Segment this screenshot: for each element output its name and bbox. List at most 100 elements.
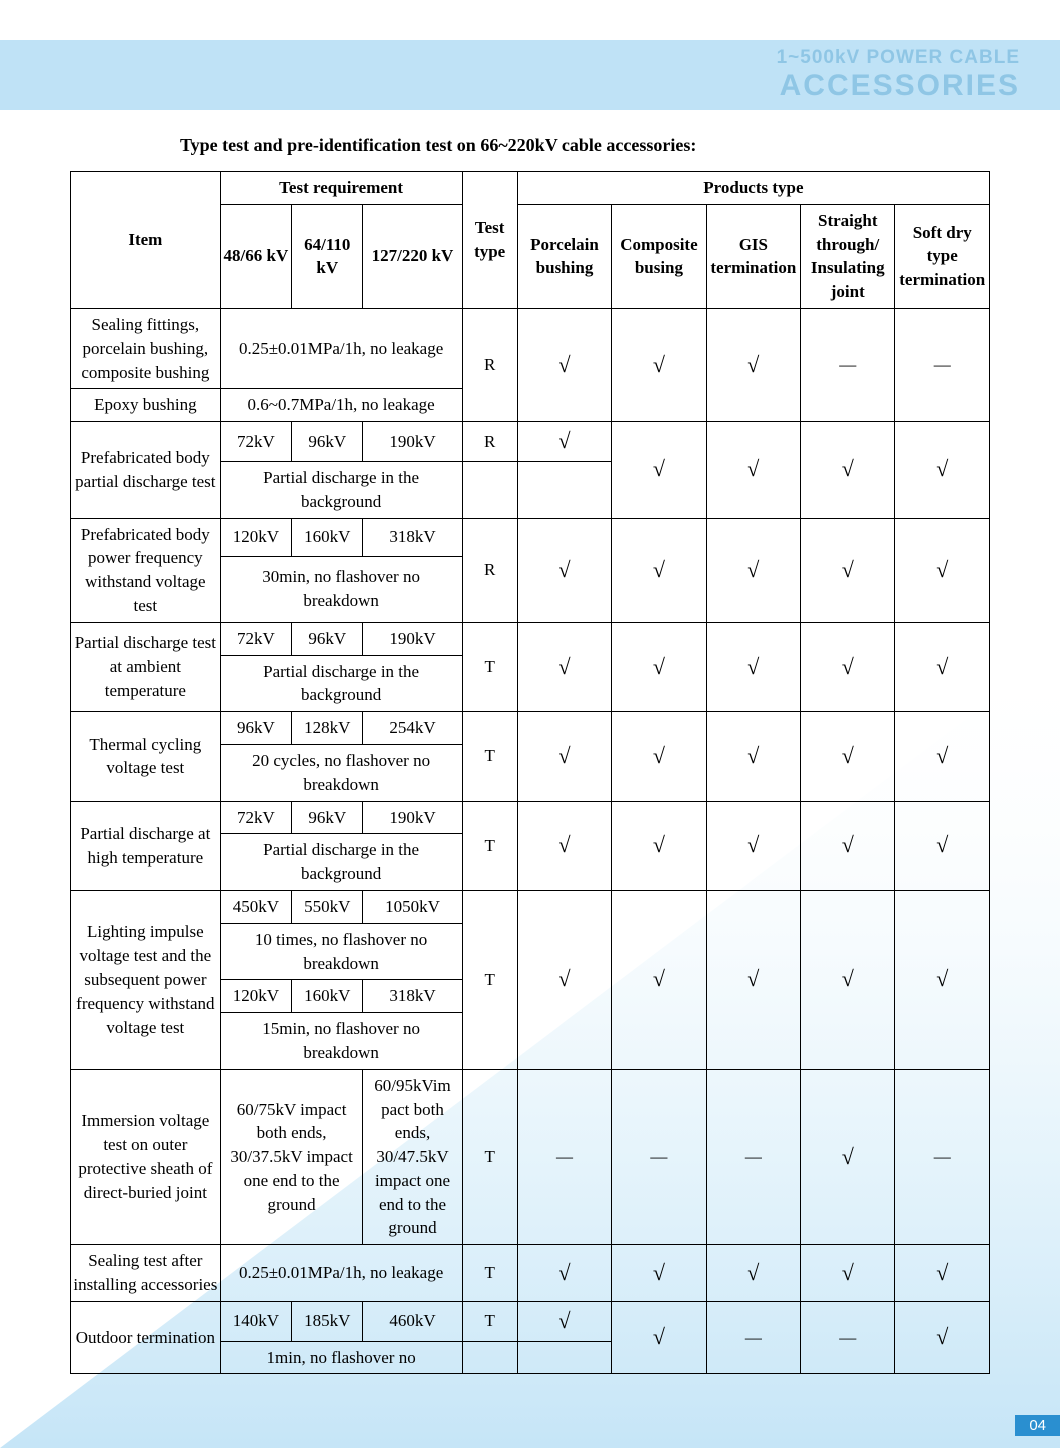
- cell-testtype: R: [462, 308, 517, 421]
- cell-empty: [462, 461, 517, 518]
- row-sealing-after: Sealing test after installing accessorie…: [71, 1245, 990, 1302]
- cell-item: Partial discharge test at ambient temper…: [71, 622, 221, 711]
- cell-item: Lighting impulse voltage test and the su…: [71, 890, 221, 1069]
- cell-prod-4: √: [895, 1245, 990, 1302]
- cell-item: Epoxy bushing: [71, 389, 221, 422]
- cell-prod-4: √: [895, 712, 990, 801]
- th-test-type: Test type: [462, 172, 517, 309]
- cell-req-0: 450kV: [220, 890, 291, 923]
- cell-req-bottom: Partial discharge in the background: [220, 834, 462, 891]
- cell-req-2: 318kV: [363, 518, 462, 556]
- cell-prod-0: √: [517, 422, 611, 462]
- cell-req-0: 72kV: [220, 422, 291, 462]
- cell-prod-4: √: [895, 518, 990, 622]
- cell-prod-3: √: [801, 1069, 895, 1245]
- page-title: Type test and pre-identification test on…: [180, 135, 1060, 156]
- cell-req-bottom: 30min, no flashover no breakdown: [220, 556, 462, 622]
- row-thermal: Thermal cycling voltage test 96kV 128kV …: [71, 712, 990, 745]
- cell-prod-1: √: [612, 1301, 706, 1374]
- cell-req-right: 60/95kVim pact both ends, 30/47.5kV impa…: [363, 1069, 462, 1245]
- cell-prod-1: √: [612, 422, 706, 518]
- cell-req-bottom: 20 cycles, no flashover no breakdown: [220, 744, 462, 801]
- cell-prod-2: √: [706, 890, 800, 1069]
- cell-prod-4: —: [895, 308, 990, 421]
- cell-empty: [462, 1341, 517, 1374]
- cell-item: Outdoor termination: [71, 1301, 221, 1374]
- cell-prod-3: —: [801, 1301, 895, 1374]
- cell-item: Sealing test after installing accessorie…: [71, 1245, 221, 1302]
- cell-req-0: 140kV: [220, 1301, 291, 1341]
- cell-prod-0: √: [517, 890, 611, 1069]
- cell-req: 0.25±0.01MPa/1h, no leakage: [220, 1245, 462, 1302]
- cell-prod-1: √: [612, 712, 706, 801]
- cell-empty: [517, 461, 611, 518]
- cell-prod-4: √: [895, 890, 990, 1069]
- th-prod-1: Composite busing: [612, 204, 706, 308]
- cell-req-0: 120kV: [220, 518, 291, 556]
- cell-prod-3: √: [801, 890, 895, 1069]
- row-sealing: Sealing fittings, porcelain bushing, com…: [71, 308, 990, 388]
- th-req-0: 48/66 kV: [220, 204, 291, 308]
- cell-prod-1: —: [612, 1069, 706, 1245]
- row-pd-high: Partial discharge at high temperature 72…: [71, 801, 990, 834]
- spec-table-wrap: Item Test requirement Test type Products…: [70, 171, 990, 1374]
- cell-prod-4: √: [895, 422, 990, 518]
- cell-testtype: R: [462, 422, 517, 462]
- cell-prod-3: √: [801, 622, 895, 711]
- cell-item: Sealing fittings, porcelain bushing, com…: [71, 308, 221, 388]
- cell-req2-1: 160kV: [292, 980, 363, 1013]
- th-req-1: 64/110 kV: [292, 204, 363, 308]
- cell-prod-1: √: [612, 622, 706, 711]
- cell-prod-3: √: [801, 518, 895, 622]
- cell-prod-0: √: [517, 622, 611, 711]
- cell-testtype: T: [462, 1301, 517, 1341]
- cell-req-2: 190kV: [363, 622, 462, 655]
- cell-req-1: 550kV: [292, 890, 363, 923]
- cell-prod-2: —: [706, 1069, 800, 1245]
- row-prefab-pf: Prefabricated body power frequency withs…: [71, 518, 990, 556]
- cell-req-bottom: Partial discharge in the background: [220, 655, 462, 712]
- cell-req-2: 190kV: [363, 422, 462, 462]
- cell-req-bottom: 15min, no flashover no breakdown: [220, 1013, 462, 1070]
- cell-req-bottom: Partial discharge in the background: [220, 461, 462, 518]
- cell-testtype: T: [462, 622, 517, 711]
- cell-req2-2: 318kV: [363, 980, 462, 1013]
- cell-item: Prefabricated body power frequency withs…: [71, 518, 221, 622]
- cell-prod-1: √: [612, 801, 706, 890]
- cell-prod-2: √: [706, 1245, 800, 1302]
- cell-prod-1: √: [612, 890, 706, 1069]
- header-row-1: Item Test requirement Test type Products…: [71, 172, 990, 205]
- cell-prod-0: √: [517, 712, 611, 801]
- cell-req-0: 72kV: [220, 622, 291, 655]
- cell-testtype: T: [462, 801, 517, 890]
- cell-prod-3: √: [801, 422, 895, 518]
- cell-empty: [517, 1341, 611, 1374]
- cell-req-1: 96kV: [292, 622, 363, 655]
- cell-req-2: 460kV: [363, 1301, 462, 1341]
- row-prefab-pd: Prefabricated body partial discharge tes…: [71, 422, 990, 462]
- cell-prod-4: √: [895, 1301, 990, 1374]
- cell-req-2: 1050kV: [363, 890, 462, 923]
- cell-prod-3: √: [801, 1245, 895, 1302]
- cell-prod-3: —: [801, 308, 895, 421]
- cell-req-1: 96kV: [292, 801, 363, 834]
- cell-req-left: 60/75kV impact both ends, 30/37.5kV impa…: [220, 1069, 363, 1245]
- cell-item: Partial discharge at high temperature: [71, 801, 221, 890]
- cell-prod-2: √: [706, 308, 800, 421]
- cell-req-1: 185kV: [292, 1301, 363, 1341]
- cell-prod-2: —: [706, 1301, 800, 1374]
- th-prod-4: Soft dry type termination: [895, 204, 990, 308]
- cell-item: Immersion voltage test on outer protecti…: [71, 1069, 221, 1245]
- page: 1~500kV POWER CABLE ACCESSORIES Type tes…: [0, 0, 1060, 1448]
- cell-req-2: 190kV: [363, 801, 462, 834]
- cell-prod-0: √: [517, 1245, 611, 1302]
- cell-item: Prefabricated body partial discharge tes…: [71, 422, 221, 518]
- cell-prod-2: √: [706, 422, 800, 518]
- cell-prod-0: √: [517, 518, 611, 622]
- th-req-2: 127/220 kV: [363, 204, 462, 308]
- cell-prod-4: √: [895, 622, 990, 711]
- cell-testtype: R: [462, 518, 517, 622]
- cell-prod-2: √: [706, 801, 800, 890]
- cell-req: 0.6~0.7MPa/1h, no leakage: [220, 389, 462, 422]
- header-text: 1~500kV POWER CABLE ACCESSORIES: [777, 48, 1020, 102]
